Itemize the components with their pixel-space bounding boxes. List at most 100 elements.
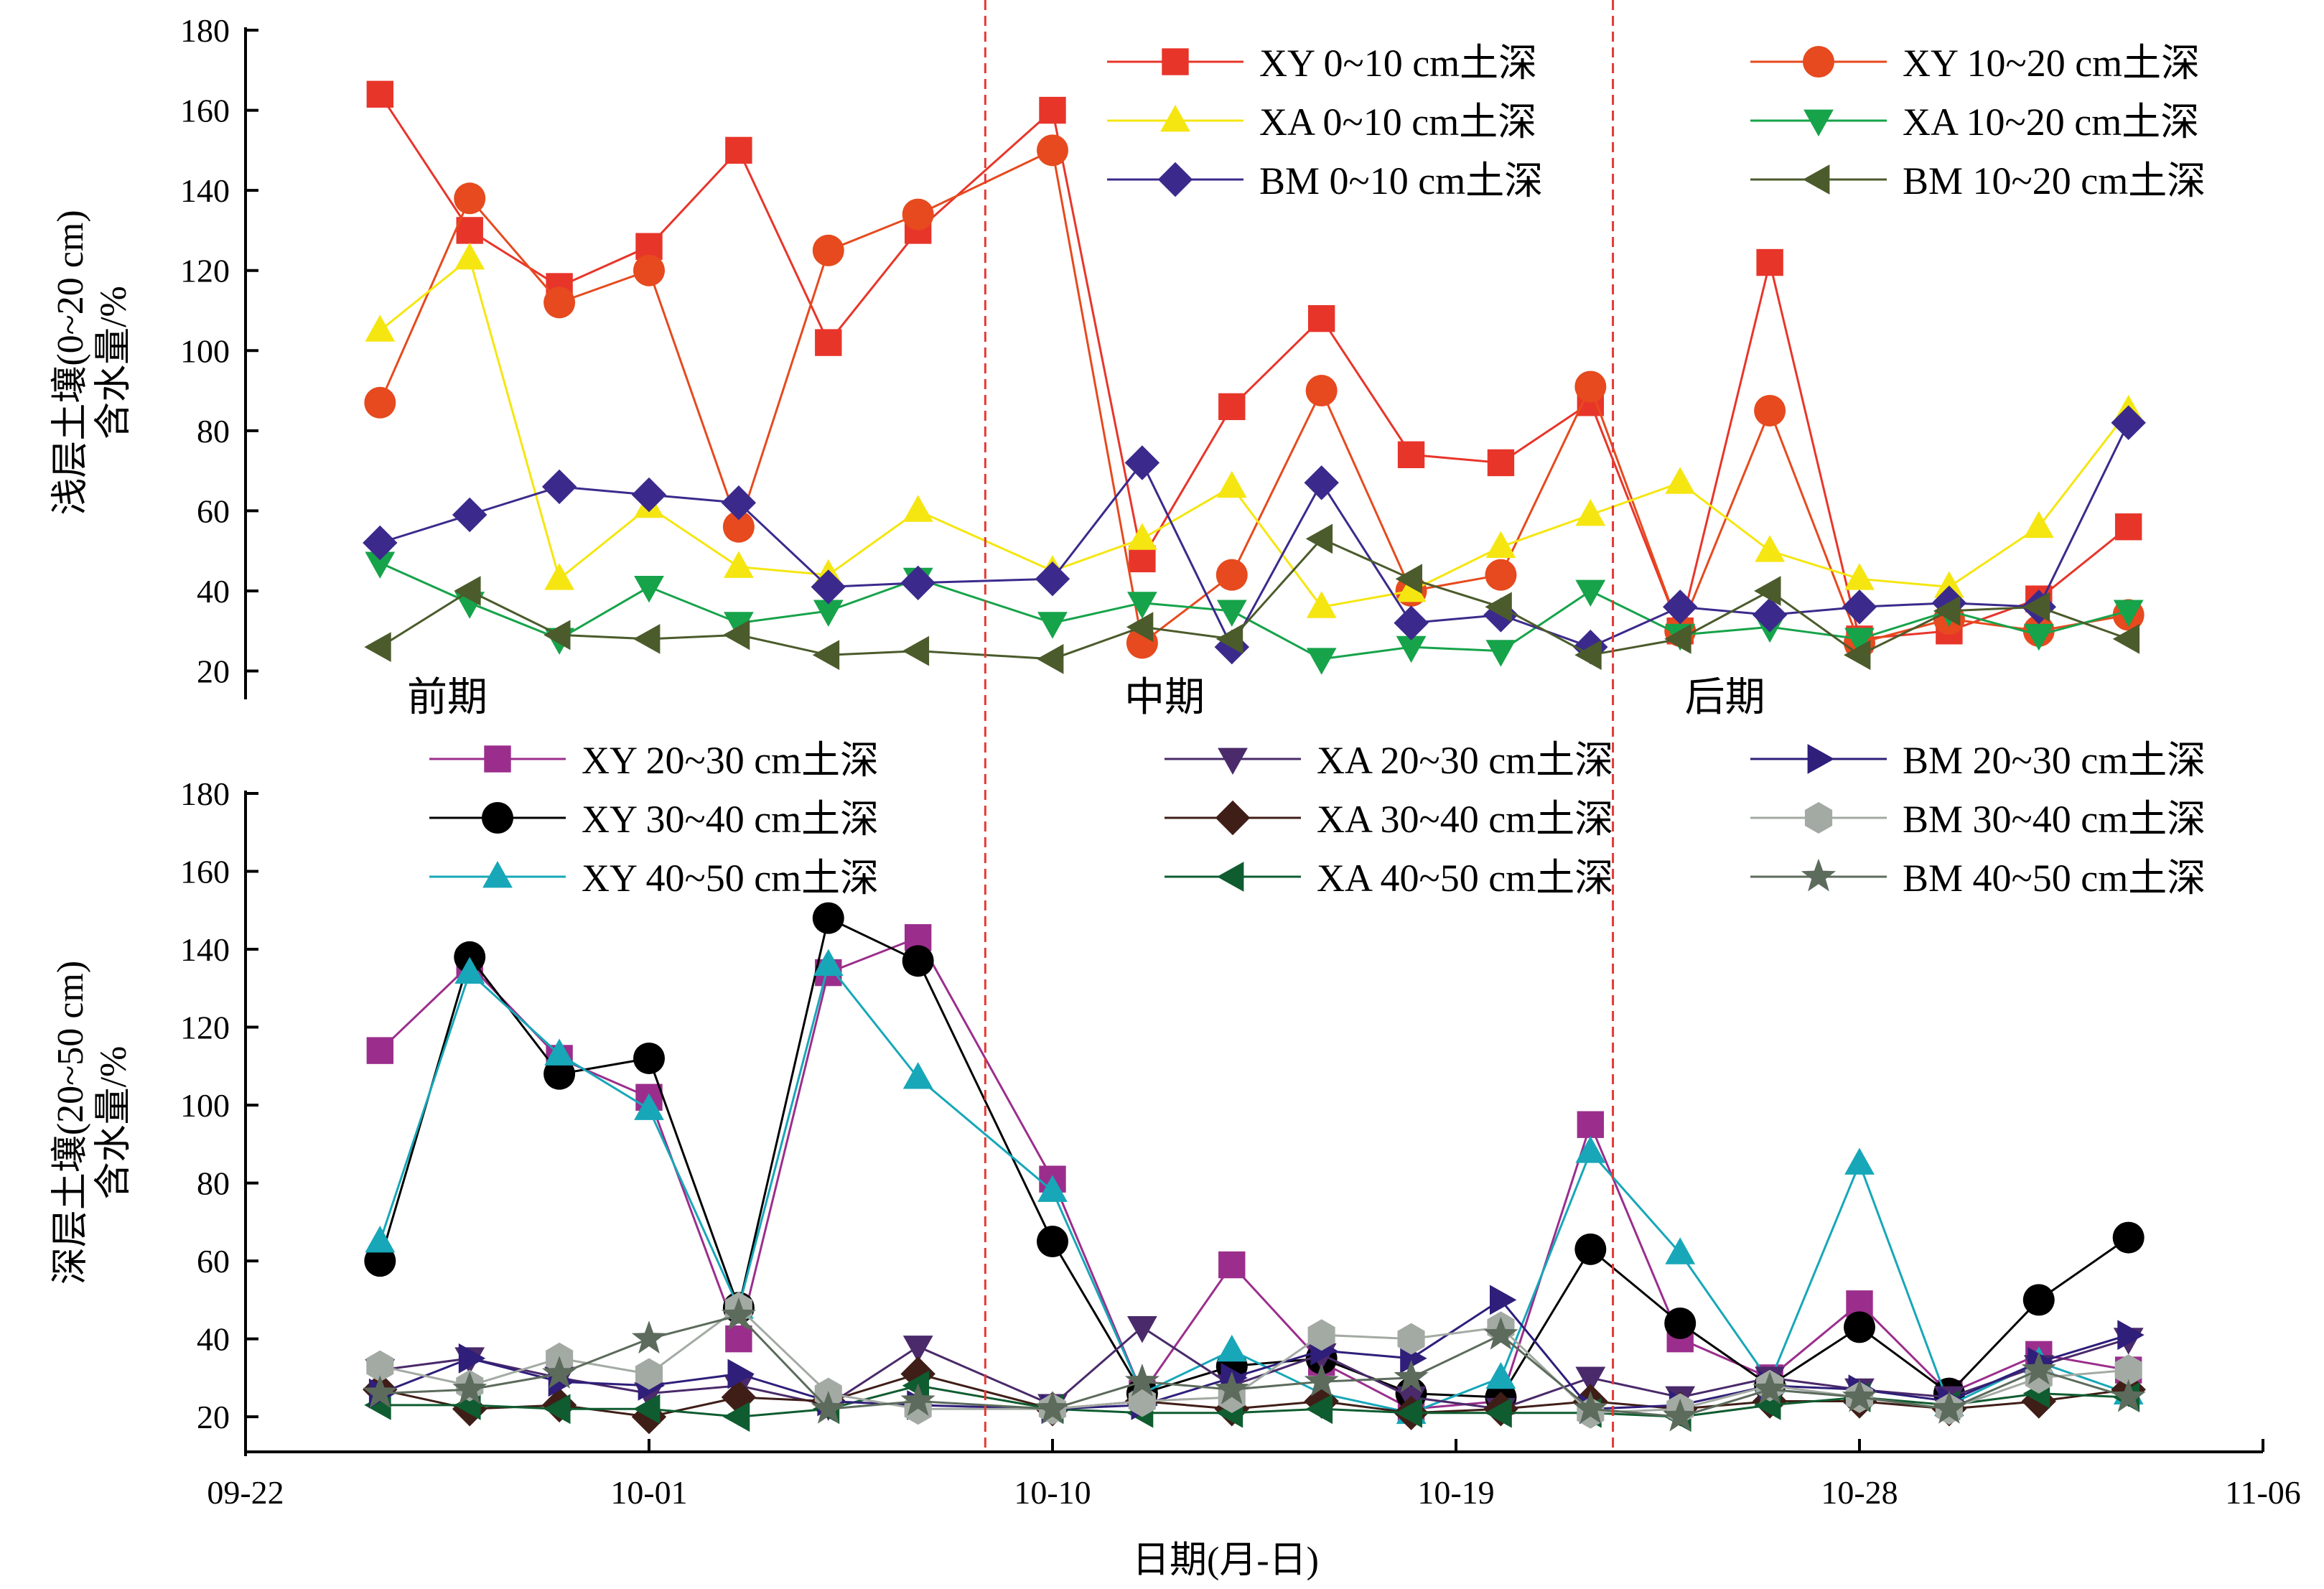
period-label: 后期 [1685,676,1765,720]
bottom-series-2 [364,902,2145,1414]
data-point [1665,1237,1696,1264]
bottom-legend-item: XA 20~30 cm土深 [1165,739,1613,782]
y-tick-label: 140 [180,172,230,209]
data-point [365,551,396,579]
data-point [1485,531,1516,558]
data-point [1216,1334,1247,1362]
data-point [1844,1147,1875,1175]
y-tick-label: 80 [197,413,230,449]
data-point [813,600,844,627]
data-point [811,1391,846,1424]
top-series-6 [364,523,2140,674]
legend-marker [1804,802,1833,834]
data-point [2021,1351,2056,1385]
data-point [2114,1354,2142,1387]
y-tick-label: 120 [180,253,230,289]
period-label: 前期 [407,676,487,720]
data-point [1305,375,1338,407]
data-point [1037,643,1064,674]
legend-label: XA 30~40 cm土深 [1317,798,1613,841]
data-point [1035,1391,1070,1424]
bottom-series-1 [366,924,2142,1423]
data-point [634,576,664,603]
y-tick-label: 160 [180,93,230,129]
legend-marker [1803,164,1830,195]
data-point [812,902,844,934]
bottom-series-9 [363,1297,2146,1432]
data-point [633,254,665,286]
data-point [1753,1371,1788,1404]
data-point [1215,559,1248,591]
data-point [1842,590,1877,625]
data-point [544,563,574,590]
data-point [454,243,485,270]
data-point [900,565,935,600]
data-point [1664,624,1691,654]
data-point [902,1062,933,1089]
y-axis-title: 含水量/% [93,286,134,439]
data-point [902,1336,933,1363]
data-point [721,485,757,521]
data-point [902,635,930,666]
data-point [633,624,661,654]
top-panel: 20 40 60 80 100 120 140 160 180 浅层土壤(0~20 cm) 含水量/… [50,12,2206,720]
data-point [1755,535,1785,562]
series-line [379,561,2129,661]
data-point [2111,405,2146,440]
y-axis-title: 深层土壤(20~50 cm) [50,961,91,1285]
data-point [543,1394,571,1425]
data-point [1664,1307,1697,1339]
legend-marker [1160,105,1190,132]
data-point [1039,96,1066,124]
data-point [1304,465,1339,500]
bottom-legend-item: BM 40~50 cm土深 [1750,857,2206,900]
bottom-legend-item: XY 20~30 cm土深 [429,739,879,782]
data-point [900,1383,935,1416]
data-point [721,1297,756,1331]
top-legend-item: BM 10~20 cm土深 [1750,159,2206,202]
data-point [2022,592,2050,623]
data-point [365,314,396,342]
y-tick-label: 20 [197,1399,230,1435]
data-point [1127,592,1157,619]
data-point [543,1058,576,1090]
legend-marker [1801,858,1837,892]
data-point [544,1038,574,1066]
bottom-legend-item: XY 40~50 cm土深 [429,857,879,900]
data-point [1752,597,1788,633]
top-legend-item: XA 0~10 cm土深 [1107,101,1536,144]
data-point [1842,1379,1877,1412]
y-tick-label: 160 [180,854,230,890]
x-tick-label: 10-01 [610,1474,687,1511]
data-point [812,640,840,671]
y-tick-label: 100 [180,1087,230,1124]
data-point [727,1359,755,1389]
data-point [1934,571,1964,598]
data-point [1216,470,1247,498]
data-point [1485,1397,1512,1428]
data-point [1485,1361,1516,1389]
data-point [456,217,483,244]
data-point [633,1042,665,1074]
data-point [2112,1221,2145,1254]
data-point [1577,1111,1605,1138]
data-point [2113,600,2144,627]
legend-label: XA 0~10 cm土深 [1259,101,1536,144]
legend-label: XA 20~30 cm土深 [1317,739,1613,782]
y-axis-title: 浅层土壤(0~20 cm) [50,210,91,515]
y-tick-label: 40 [197,1321,230,1358]
data-point [725,136,752,164]
data-point [1575,579,1606,607]
data-point [1037,1175,1068,1202]
legend-marker [1803,109,1834,136]
top-series-4 [365,551,2144,675]
series-line [380,1384,2129,1418]
data-point [635,1358,663,1390]
y-tick-label: 20 [197,653,230,690]
data-point [1754,576,1781,606]
data-point [1844,563,1875,590]
data-point [1575,1366,1606,1394]
data-point [902,495,933,522]
data-point [2023,623,2054,651]
series-line [379,537,2129,661]
